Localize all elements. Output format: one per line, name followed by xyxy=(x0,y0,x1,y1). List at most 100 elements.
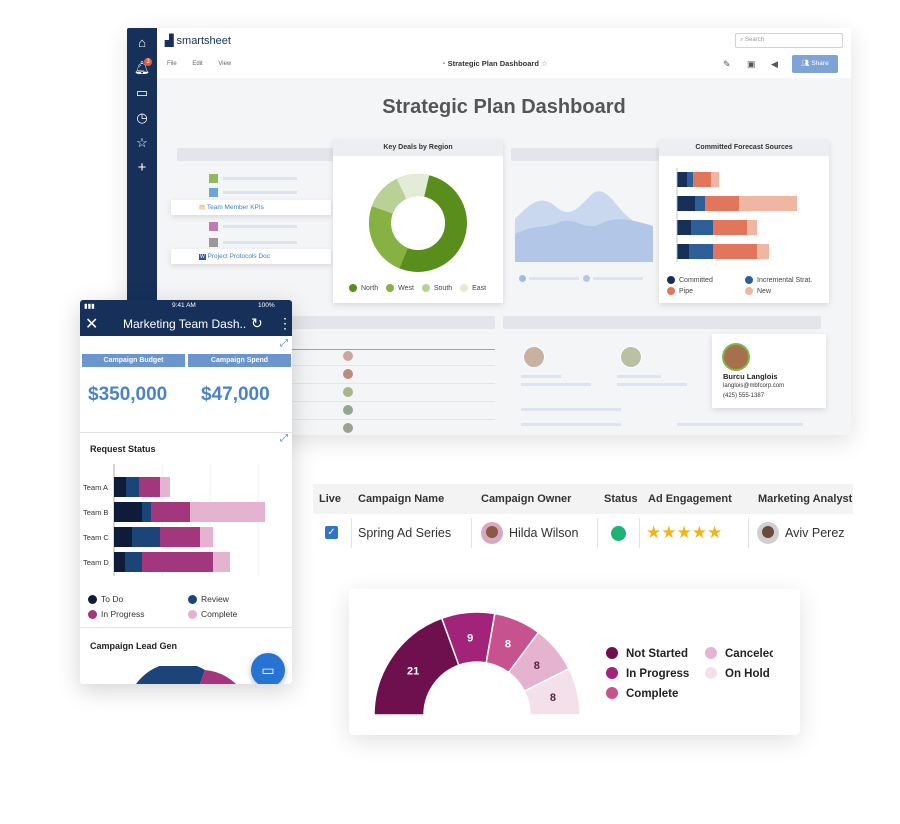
status-semi-donut-card: 21 9 8 8 8 Not Started In Progress Complete … xyxy=(349,589,800,735)
legend-todo: To Do xyxy=(88,594,123,605)
status-semi-donut: 21 9 8 8 8 xyxy=(373,611,581,716)
legend-dot xyxy=(583,275,590,282)
menu-edit[interactable]: Edit xyxy=(192,61,203,67)
campaign-owner: Hilda Wilson xyxy=(509,526,579,540)
legend-in-progress: In Progress xyxy=(88,609,144,620)
owner-avatar xyxy=(481,522,503,544)
area-series-front xyxy=(515,219,653,262)
edit-pencil-icon[interactable]: ✎ xyxy=(723,59,731,69)
present-icon[interactable]: ▣ xyxy=(747,59,756,69)
clock-icon[interactable]: ◷ xyxy=(136,110,148,125)
forecast-legend: Committed Incremental Strat. Pipe New xyxy=(667,276,827,295)
star-icon[interactable]: ☆ xyxy=(136,135,148,150)
search-box[interactable]: ⌕ Search xyxy=(735,33,843,48)
battery-level: 100% xyxy=(258,302,275,309)
contact-email[interactable]: langlois@mbfcorp.com xyxy=(723,383,785,389)
key-deals-donut xyxy=(369,174,467,272)
bar-team-b xyxy=(114,502,265,522)
col-live[interactable]: Live xyxy=(319,484,342,514)
forecast-widget: Committed Forecast Sources Committed Incr… xyxy=(659,140,829,303)
area-chart xyxy=(515,191,653,262)
legend-swatch xyxy=(209,188,218,197)
close-icon[interactable]: ✕ xyxy=(85,316,99,333)
lead-gen-chart xyxy=(136,666,236,684)
legend-swatch xyxy=(209,174,218,183)
present-fab-button[interactable]: ▭ xyxy=(251,653,285,684)
forecast-bars xyxy=(676,168,797,262)
col-campaign-owner[interactable]: Campaign Owner xyxy=(481,484,572,514)
megaphone-icon[interactable]: ◀ xyxy=(771,59,778,69)
placeholder-line xyxy=(521,375,561,378)
donut-value-label: 21 xyxy=(407,665,419,677)
favorite-star-icon[interactable]: ☆ xyxy=(541,59,548,68)
avatar xyxy=(343,351,353,361)
avatar xyxy=(343,369,353,379)
contact-card: Burcu Langlois langlois@mbfcorp.com (425… xyxy=(712,334,826,408)
grid-line xyxy=(287,419,495,420)
legend-complete: Complete xyxy=(606,687,678,700)
contact-name: Burcu Langlois xyxy=(723,372,778,381)
plus-icon[interactable]: + xyxy=(137,159,147,176)
grid-line xyxy=(287,383,495,384)
campaign-name: Spring Ad Series xyxy=(358,526,452,540)
donut-slice-on-hold xyxy=(523,667,581,716)
dashboard-icon: ◔ xyxy=(441,59,446,68)
donut-value-label: 8 xyxy=(505,638,511,650)
star-icon: ★ xyxy=(661,523,677,542)
legend-swatch xyxy=(209,222,218,231)
forecast-row-3 xyxy=(677,220,757,235)
refresh-icon[interactable]: ↻ xyxy=(251,315,263,331)
marketing-analyst: Aviv Perez xyxy=(785,526,845,540)
bar-team-a xyxy=(114,477,170,497)
folder-icon[interactable]: ▭ xyxy=(135,85,149,100)
forecast-row-2 xyxy=(677,196,797,211)
menu-bar: File Edit View xyxy=(167,61,231,67)
more-vertical-icon[interactable]: ⋮ xyxy=(278,315,292,331)
share-button[interactable]: 👥︎ Share xyxy=(792,55,838,73)
col-marketing-analyst[interactable]: Marketing Analyst xyxy=(758,484,853,514)
status-indicator xyxy=(611,526,626,541)
mobile-header: ✕ Marketing Team Dash.. ↻ ⋮ xyxy=(80,312,292,336)
key-deals-legend: North West South East xyxy=(349,284,486,292)
placeholder-line xyxy=(223,241,297,244)
contact-phone[interactable]: (425) 555-1387 xyxy=(723,393,765,399)
star-icon: ★ xyxy=(707,523,723,542)
status-bar: ▮▮▮ 9:41 AM 100% xyxy=(80,300,292,312)
menu-file[interactable]: File xyxy=(167,61,177,67)
contact-avatar xyxy=(722,343,750,371)
placeholder-line xyxy=(529,277,579,280)
menu-view[interactable]: View xyxy=(218,61,232,67)
home-icon[interactable]: ⌂ xyxy=(138,35,146,50)
expand-icon[interactable]: ⤢ xyxy=(280,338,288,349)
placeholder-line xyxy=(223,177,297,180)
spend-label: Campaign Spend xyxy=(188,354,291,367)
signal-icon: ▮▮▮ xyxy=(84,303,95,310)
col-campaign-name[interactable]: Campaign Name xyxy=(358,484,445,514)
legend-on-hold: On Hold xyxy=(705,667,770,680)
engagement-stars: ★★★★★ xyxy=(646,523,722,543)
avatar xyxy=(343,387,353,397)
live-checkbox[interactable]: ✓ xyxy=(325,526,338,539)
request-status-chart xyxy=(113,464,265,576)
bar-team-c xyxy=(114,527,213,547)
donut-segment-south xyxy=(369,174,467,272)
link-project-protocols[interactable]: W Project Protocols Doc xyxy=(171,249,331,264)
legend-swatch xyxy=(209,238,218,247)
placeholder-line xyxy=(677,423,803,426)
col-status[interactable]: Status xyxy=(604,484,638,514)
search-icon: ⌕ xyxy=(740,37,744,43)
grid-header xyxy=(287,316,495,329)
donut-value-label: 8 xyxy=(534,660,540,672)
monitor-icon: ▭ xyxy=(261,662,275,678)
widget-header xyxy=(511,148,659,161)
expand-icon[interactable]: ⤢ xyxy=(280,433,288,444)
link-team-kpis[interactable]: ▤ Team Member KPIs xyxy=(171,200,331,215)
donut-value-label: 8 xyxy=(550,692,556,704)
placeholder-line xyxy=(617,383,687,386)
col-ad-engagement[interactable]: Ad Engagement xyxy=(648,484,732,514)
legend-in-progress: In Progress xyxy=(606,667,689,680)
request-status-title: Request Status xyxy=(90,444,156,454)
placeholder-line xyxy=(521,383,591,386)
legend-dot xyxy=(519,275,526,282)
status-time: 9:41 AM xyxy=(172,302,196,309)
